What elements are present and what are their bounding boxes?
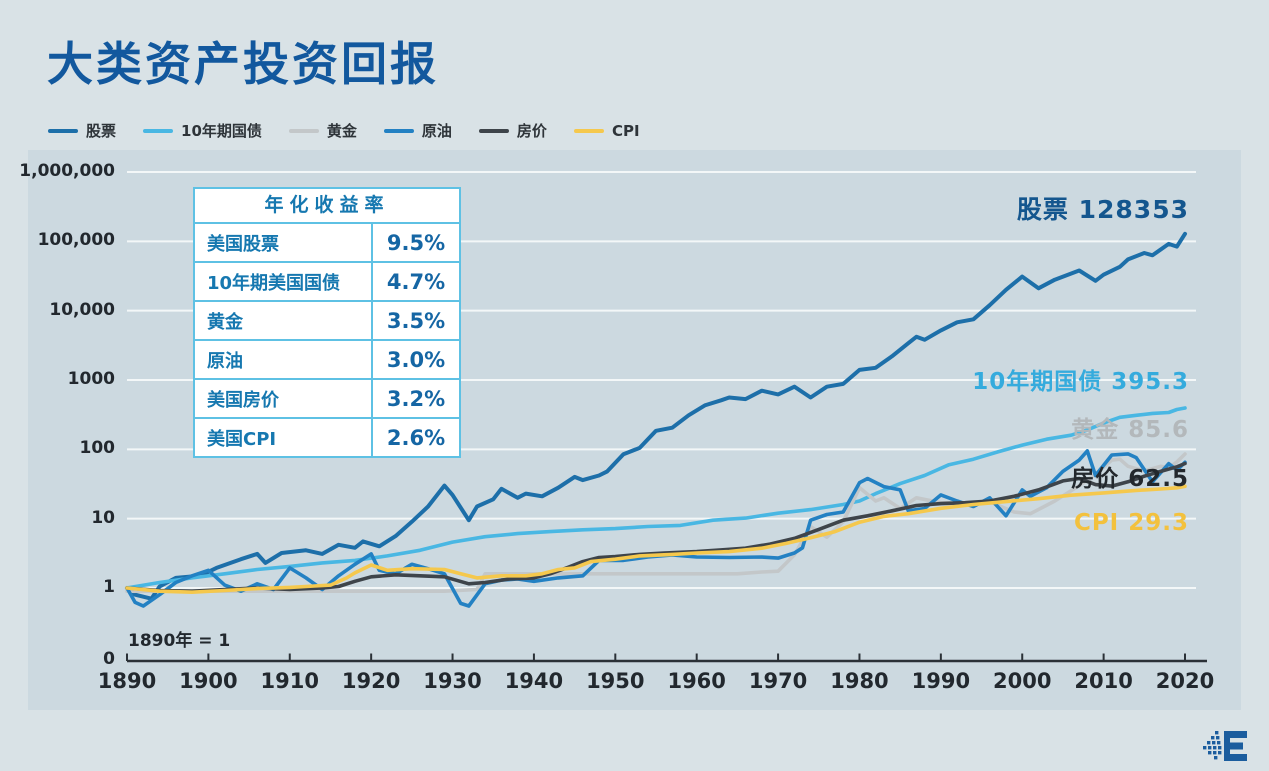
x-axis-tick-label: 1960 — [667, 669, 726, 693]
x-axis-tick-label: 1890 — [97, 669, 157, 693]
x-axis-tick-label: 1930 — [423, 669, 482, 693]
series-line-cpi — [125, 484, 1187, 595]
series-end-label-cpi: CPI 29.3 — [1073, 510, 1189, 536]
legend-swatch-gold — [288, 128, 319, 133]
series-line-treasury — [125, 406, 1187, 590]
legend-item-house: 房价 — [478, 120, 547, 141]
east-money-logo-icon — [1203, 731, 1247, 761]
legend-swatch-cpi — [573, 128, 604, 133]
legend-label: 房价 — [516, 122, 547, 140]
table-row-value: 3.2% — [386, 386, 446, 411]
y-axis-tick-label: 10,000 — [49, 299, 115, 320]
annualized-return-table: 年化收益率 美国股票 9.5% 10年期美国国债 4.7% 黄金 3.5% 原油… — [193, 187, 461, 458]
legend-item-cpi: CPI — [573, 121, 640, 140]
y-axis-tick-label: 100,000 — [37, 230, 115, 251]
y-axis-tick-label: 1 — [103, 577, 115, 597]
x-axis-tick-label: 1920 — [341, 669, 401, 693]
series-line-gold — [125, 452, 1187, 594]
x-axis-tick-label: 1940 — [504, 669, 564, 693]
legend-item-stocks: 股票 — [48, 120, 116, 141]
legend-label: 原油 — [421, 122, 452, 140]
x-axis-tick-label: 2000 — [993, 669, 1052, 693]
y-axis-tick-label: 10 — [91, 507, 115, 528]
table-row-value: 4.7% — [386, 269, 446, 294]
legend-item-gold: 黄金 — [288, 120, 357, 141]
y-axis-tick-label: 100 — [79, 438, 116, 459]
y-axis-tick-label: 0 — [103, 649, 115, 669]
table-row: 原油 3.0% — [195, 341, 459, 380]
legend-label: 黄金 — [326, 122, 357, 140]
table-row: 黄金 3.5% — [195, 302, 459, 341]
legend-swatch-treasury — [143, 128, 174, 133]
x-axis-tick-label: 2010 — [1074, 669, 1133, 693]
legend-swatch-stocks — [48, 128, 78, 133]
legend-item-oil: 原油 — [383, 120, 452, 141]
table-row: 美国CPI 2.6% — [195, 419, 459, 456]
legend-label: CPI — [611, 121, 640, 140]
table-row: 美国股票 9.5% — [195, 224, 459, 263]
legend-label: 股票 — [86, 122, 117, 140]
table-row-value: 3.0% — [386, 347, 446, 372]
x-axis-tick-label: 1980 — [830, 669, 889, 693]
table-row-label: 10年期美国国债 — [195, 263, 373, 300]
table-row: 美国房价 3.2% — [195, 380, 459, 419]
series-end-label-gold: 黄金 85.6 — [1071, 417, 1189, 443]
table-row-label: 美国股票 — [195, 224, 373, 261]
table-row-value: 3.5% — [386, 308, 446, 333]
series-end-label-stocks: 股票 128353 — [1016, 195, 1189, 224]
legend-swatch-oil — [383, 128, 414, 133]
legend-swatch-house — [478, 128, 509, 133]
series-end-label-house: 房价 62.5 — [1071, 466, 1189, 492]
table-row-label: 原油 — [195, 341, 373, 378]
page-title: 大类资产投资回报 — [47, 37, 439, 91]
table-row-value: 2.6% — [386, 425, 446, 450]
x-axis-tick-label: 2020 — [1155, 669, 1215, 693]
legend-label: 10年期国债 — [181, 122, 262, 140]
legend: 股票 10年期国债 黄金 原油 房价 CPI — [48, 120, 640, 141]
y-axis-tick-label: 1000 — [67, 369, 115, 389]
legend-item-treasury: 10年期国债 — [143, 120, 262, 141]
table-header: 年化收益率 — [195, 189, 459, 224]
table-row-label: 黄金 — [195, 302, 373, 339]
x-axis-tick-label: 1910 — [260, 669, 319, 693]
base-year-annotation: 1890年 = 1 — [128, 631, 231, 651]
x-axis-tick-label: 1900 — [179, 669, 238, 693]
table-row-label: 美国房价 — [195, 380, 373, 417]
y-axis-tick-label: 1,000,000 — [19, 161, 115, 182]
x-axis-tick-label: 1950 — [586, 669, 645, 693]
table-row-label: 美国CPI — [195, 419, 373, 456]
x-axis-tick-label: 1990 — [911, 669, 971, 693]
table-row-value: 9.5% — [386, 230, 446, 255]
series-end-label-treasury: 10年期国债 395.3 — [972, 369, 1189, 395]
x-axis-tick-label: 1970 — [748, 669, 808, 693]
series-line-oil — [125, 449, 1187, 608]
series-line-stocks — [125, 231, 1187, 601]
table-row: 10年期美国国债 4.7% — [195, 263, 459, 302]
